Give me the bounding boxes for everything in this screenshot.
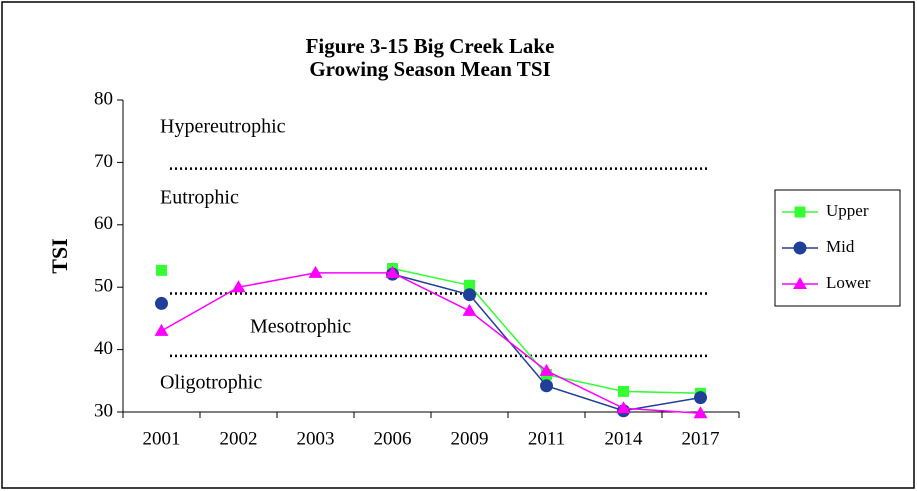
marker — [463, 288, 476, 302]
y-axis-label: TSI — [47, 238, 72, 273]
y-tick-label: 70 — [94, 151, 113, 172]
marker — [540, 379, 553, 393]
zone-label: Hypereutrophic — [160, 116, 286, 138]
x-tick-label: 2003 — [297, 428, 335, 449]
marker — [154, 323, 169, 336]
x-tick-label: 2017 — [682, 428, 720, 449]
chart-title: Growing Season Mean TSI — [309, 57, 550, 81]
marker — [539, 363, 554, 376]
x-tick-label: 2014 — [605, 428, 644, 449]
legend-label: Mid — [826, 237, 855, 256]
legend-marker — [794, 206, 806, 218]
y-tick-label: 60 — [94, 213, 113, 234]
marker — [464, 279, 475, 291]
zone-label: Mesotrophic — [250, 316, 351, 338]
legend-label: Lower — [826, 273, 871, 292]
marker — [616, 401, 631, 414]
x-tick-label: 2001 — [143, 428, 181, 449]
x-tick-label: 2011 — [528, 428, 565, 449]
zone-label: Eutrophic — [160, 187, 239, 209]
legend-marker — [793, 277, 807, 289]
marker — [693, 406, 708, 419]
marker — [156, 264, 167, 276]
y-tick-label: 40 — [94, 338, 113, 359]
y-tick-label: 80 — [94, 88, 113, 109]
marker — [385, 265, 400, 278]
zone-label: Oligotrophic — [160, 372, 262, 394]
marker — [308, 265, 323, 278]
y-tick-label: 30 — [94, 400, 113, 421]
marker — [694, 391, 707, 405]
marker — [618, 385, 629, 397]
legend-marker — [793, 241, 807, 255]
y-tick-label: 50 — [94, 276, 113, 297]
x-tick-label: 2009 — [451, 428, 489, 449]
marker — [462, 303, 477, 316]
chart-title: Figure 3-15 Big Creek Lake — [306, 34, 555, 58]
marker — [231, 280, 246, 293]
legend-label: Upper — [826, 201, 869, 220]
series-line — [161, 272, 701, 414]
x-tick-label: 2006 — [374, 428, 412, 449]
marker — [155, 296, 168, 310]
x-tick-label: 2002 — [220, 428, 258, 449]
